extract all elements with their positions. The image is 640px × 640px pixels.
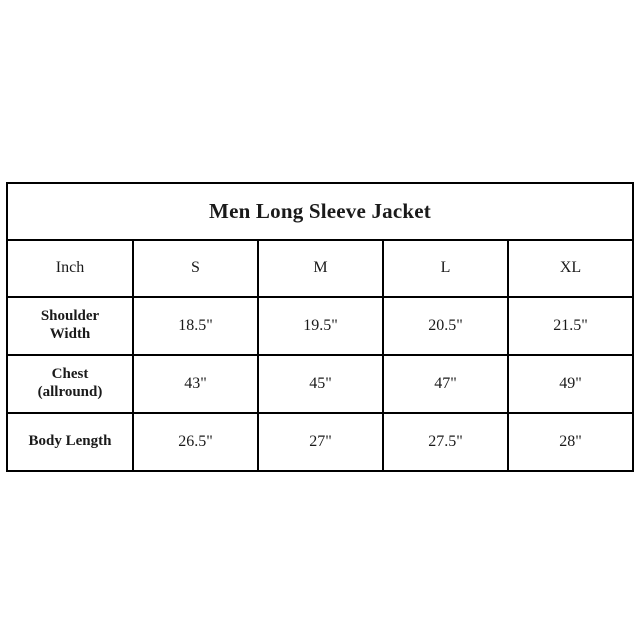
- column-header-s: S: [132, 239, 259, 298]
- row-label-line-1: Chest: [51, 366, 89, 383]
- size-chart-container: Men Long Sleeve Jacket Inch S M L XL Sho…: [5, 182, 635, 472]
- table-row: Chest (allround) 43" 45" 47" 49": [6, 354, 635, 414]
- table-title-row: Men Long Sleeve Jacket: [5, 182, 635, 241]
- column-header-xl: XL: [506, 239, 635, 298]
- table-header-row: Inch S M L XL: [6, 239, 635, 298]
- row-label-line-2: Width: [49, 326, 91, 342]
- cell-shoulder-width-s: 18.5": [132, 296, 259, 356]
- cell-shoulder-width-l: 20.5": [382, 296, 509, 356]
- column-header-l: L: [382, 239, 509, 298]
- cell-chest-l: 47": [382, 354, 509, 414]
- cell-chest-s: 43": [132, 354, 259, 414]
- cell-body-length-s: 26.5": [132, 412, 259, 472]
- cell-shoulder-width-m: 19.5": [257, 296, 384, 356]
- cell-chest-m: 45": [257, 354, 384, 414]
- column-header-m: M: [257, 239, 384, 298]
- row-label-line-2: (allround): [37, 384, 103, 400]
- table-row: Body Length 26.5" 27" 27.5" 28": [6, 412, 635, 472]
- size-chart-table: Men Long Sleeve Jacket Inch S M L XL Sho…: [5, 182, 635, 472]
- table-row: Shoulder Width 18.5" 19.5" 20.5" 21.5": [6, 296, 635, 356]
- cell-body-length-xl: 28": [506, 412, 635, 472]
- row-label-shoulder-width: Shoulder Width: [6, 296, 134, 356]
- cell-chest-xl: 49": [506, 354, 635, 414]
- chart-title: Men Long Sleeve Jacket: [5, 182, 635, 241]
- cell-body-length-l: 27.5": [382, 412, 509, 472]
- row-label-chest: Chest (allround): [6, 354, 134, 414]
- row-label-body-length: Body Length: [6, 412, 134, 472]
- row-label-line-1: Body Length: [28, 433, 112, 450]
- column-header-unit: Inch: [6, 239, 134, 298]
- cell-body-length-m: 27": [257, 412, 384, 472]
- cell-shoulder-width-xl: 21.5": [506, 296, 635, 356]
- row-label-line-1: Shoulder: [40, 308, 100, 325]
